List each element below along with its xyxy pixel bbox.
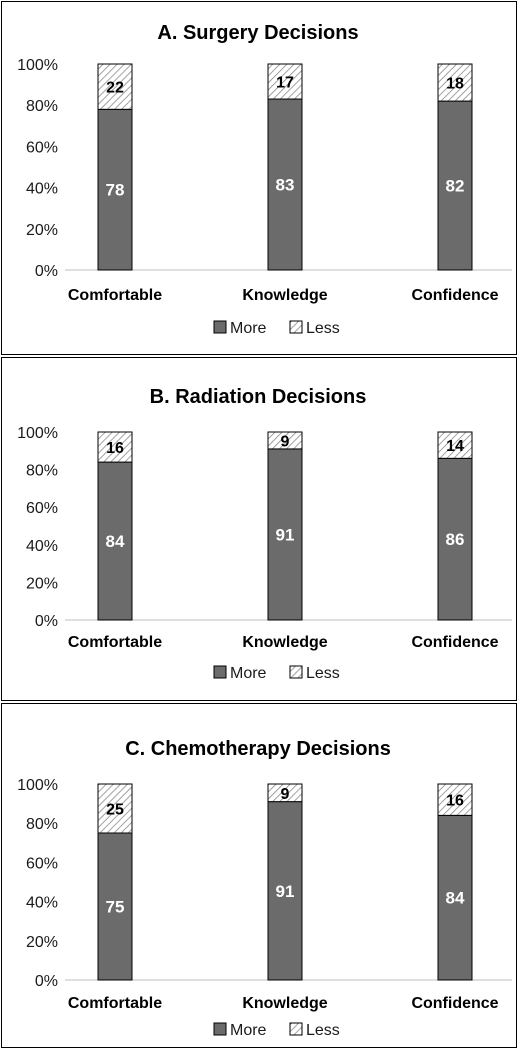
legend-swatch-less [289, 1022, 303, 1036]
bar-segment-more [97, 461, 133, 621]
bar-segment-less [267, 431, 303, 450]
data-label-less: 14 [446, 438, 464, 455]
data-label-more: 91 [276, 525, 295, 544]
data-label-more: 83 [276, 176, 295, 195]
data-label-more: 84 [446, 889, 465, 908]
chart-panel-surgery: A. Surgery Decisions 0% 20% 40% 60% 80% 100% 78… [1, 1, 517, 355]
chart-title: B. Radiation Decisions [150, 386, 367, 408]
data-label-less: 16 [106, 440, 124, 457]
y-tick-label: 100% [17, 425, 58, 442]
chart-title: C. Chemotherapy Decisions [125, 738, 391, 760]
bar-segment-more [97, 108, 133, 271]
bar-segment-less [437, 63, 473, 102]
data-label-more: 78 [106, 181, 125, 200]
bar-segment-less [97, 783, 133, 834]
legend-swatch-more [213, 320, 227, 334]
category-label: Comfortable [68, 634, 162, 651]
legend-label-more: More [230, 1022, 267, 1039]
category-label: Confidence [411, 995, 498, 1012]
legend-label-less: Less [306, 665, 340, 682]
bar-segment-less [437, 783, 473, 816]
bar-segment-more [267, 801, 303, 981]
data-label-less: 17 [276, 75, 294, 92]
data-label-less: 9 [281, 786, 290, 803]
legend-swatch-more [213, 1022, 227, 1036]
y-tick-label: 0% [35, 973, 58, 990]
y-tick-label: 100% [17, 57, 58, 74]
y-tick-label: 80% [26, 98, 58, 115]
category-label: Knowledge [242, 634, 327, 651]
data-label-more: 82 [446, 177, 465, 196]
chart-surgery-decisions: A. Surgery Decisions 0% 20% 40% 60% 80% 100% 78… [17, 22, 512, 337]
legend-swatch-less [289, 665, 303, 679]
y-tick-label: 0% [35, 263, 58, 280]
y-tick-label: 40% [26, 181, 58, 198]
data-label-more: 84 [106, 532, 125, 551]
legend-swatch-less [289, 320, 303, 334]
chart-panel-radiation: B. Radiation Decisions 0% 20% 40% 60% 80% 100%… [1, 357, 517, 701]
data-label-less: 9 [281, 433, 290, 450]
data-label-more: 86 [446, 530, 465, 549]
y-tick-label: 20% [26, 934, 58, 951]
y-tick-label: 60% [26, 855, 58, 872]
chart-panel-chemotherapy: C. Chemotherapy Decisions 0% 20% 40% 60% 80% 1… [1, 703, 517, 1048]
bar-segment-more [267, 448, 303, 621]
y-tick-label: 100% [17, 777, 58, 794]
y-tick-label: 20% [26, 222, 58, 239]
y-tick-label: 40% [26, 895, 58, 912]
chart-chemotherapy-decisions: C. Chemotherapy Decisions 0% 20% 40% 60% 80% 1… [17, 738, 512, 1039]
category-label: Confidence [411, 287, 498, 304]
legend-label-more: More [230, 665, 267, 682]
y-tick-label: 0% [35, 613, 58, 630]
chart-radiation-decisions: B. Radiation Decisions 0% 20% 40% 60% 80% 100%… [17, 386, 512, 682]
y-tick-label: 60% [26, 139, 58, 156]
data-label-less: 22 [106, 80, 124, 97]
bar-segment-less [267, 783, 303, 803]
bar-segment-less [437, 431, 473, 459]
legend-swatch-more [213, 665, 227, 679]
legend-label-more: More [230, 320, 267, 337]
bar-segment-more [437, 814, 473, 981]
data-label-less: 25 [106, 802, 124, 819]
y-tick-label: 60% [26, 500, 58, 517]
bar-segment-less [267, 63, 303, 100]
y-tick-label: 40% [26, 538, 58, 555]
data-label-more: 91 [276, 882, 295, 901]
y-tick-label: 80% [26, 816, 58, 833]
data-label-more: 75 [106, 898, 125, 917]
legend-label-less: Less [306, 1022, 340, 1039]
y-tick-label: 80% [26, 463, 58, 480]
bar-segment-less [97, 431, 133, 463]
category-label: Comfortable [68, 287, 162, 304]
legend-label-less: Less [306, 320, 340, 337]
category-label: Comfortable [68, 995, 162, 1012]
y-tick-label: 20% [26, 575, 58, 592]
category-label: Confidence [411, 634, 498, 651]
bar-segment-more [437, 100, 473, 271]
data-label-less: 18 [446, 76, 464, 93]
data-label-less: 16 [446, 793, 464, 810]
bar-segment-less [97, 63, 133, 110]
category-label: Knowledge [242, 287, 327, 304]
bar-segment-more [437, 457, 473, 621]
category-label: Knowledge [242, 995, 327, 1012]
chart-title: A. Surgery Decisions [157, 22, 358, 44]
